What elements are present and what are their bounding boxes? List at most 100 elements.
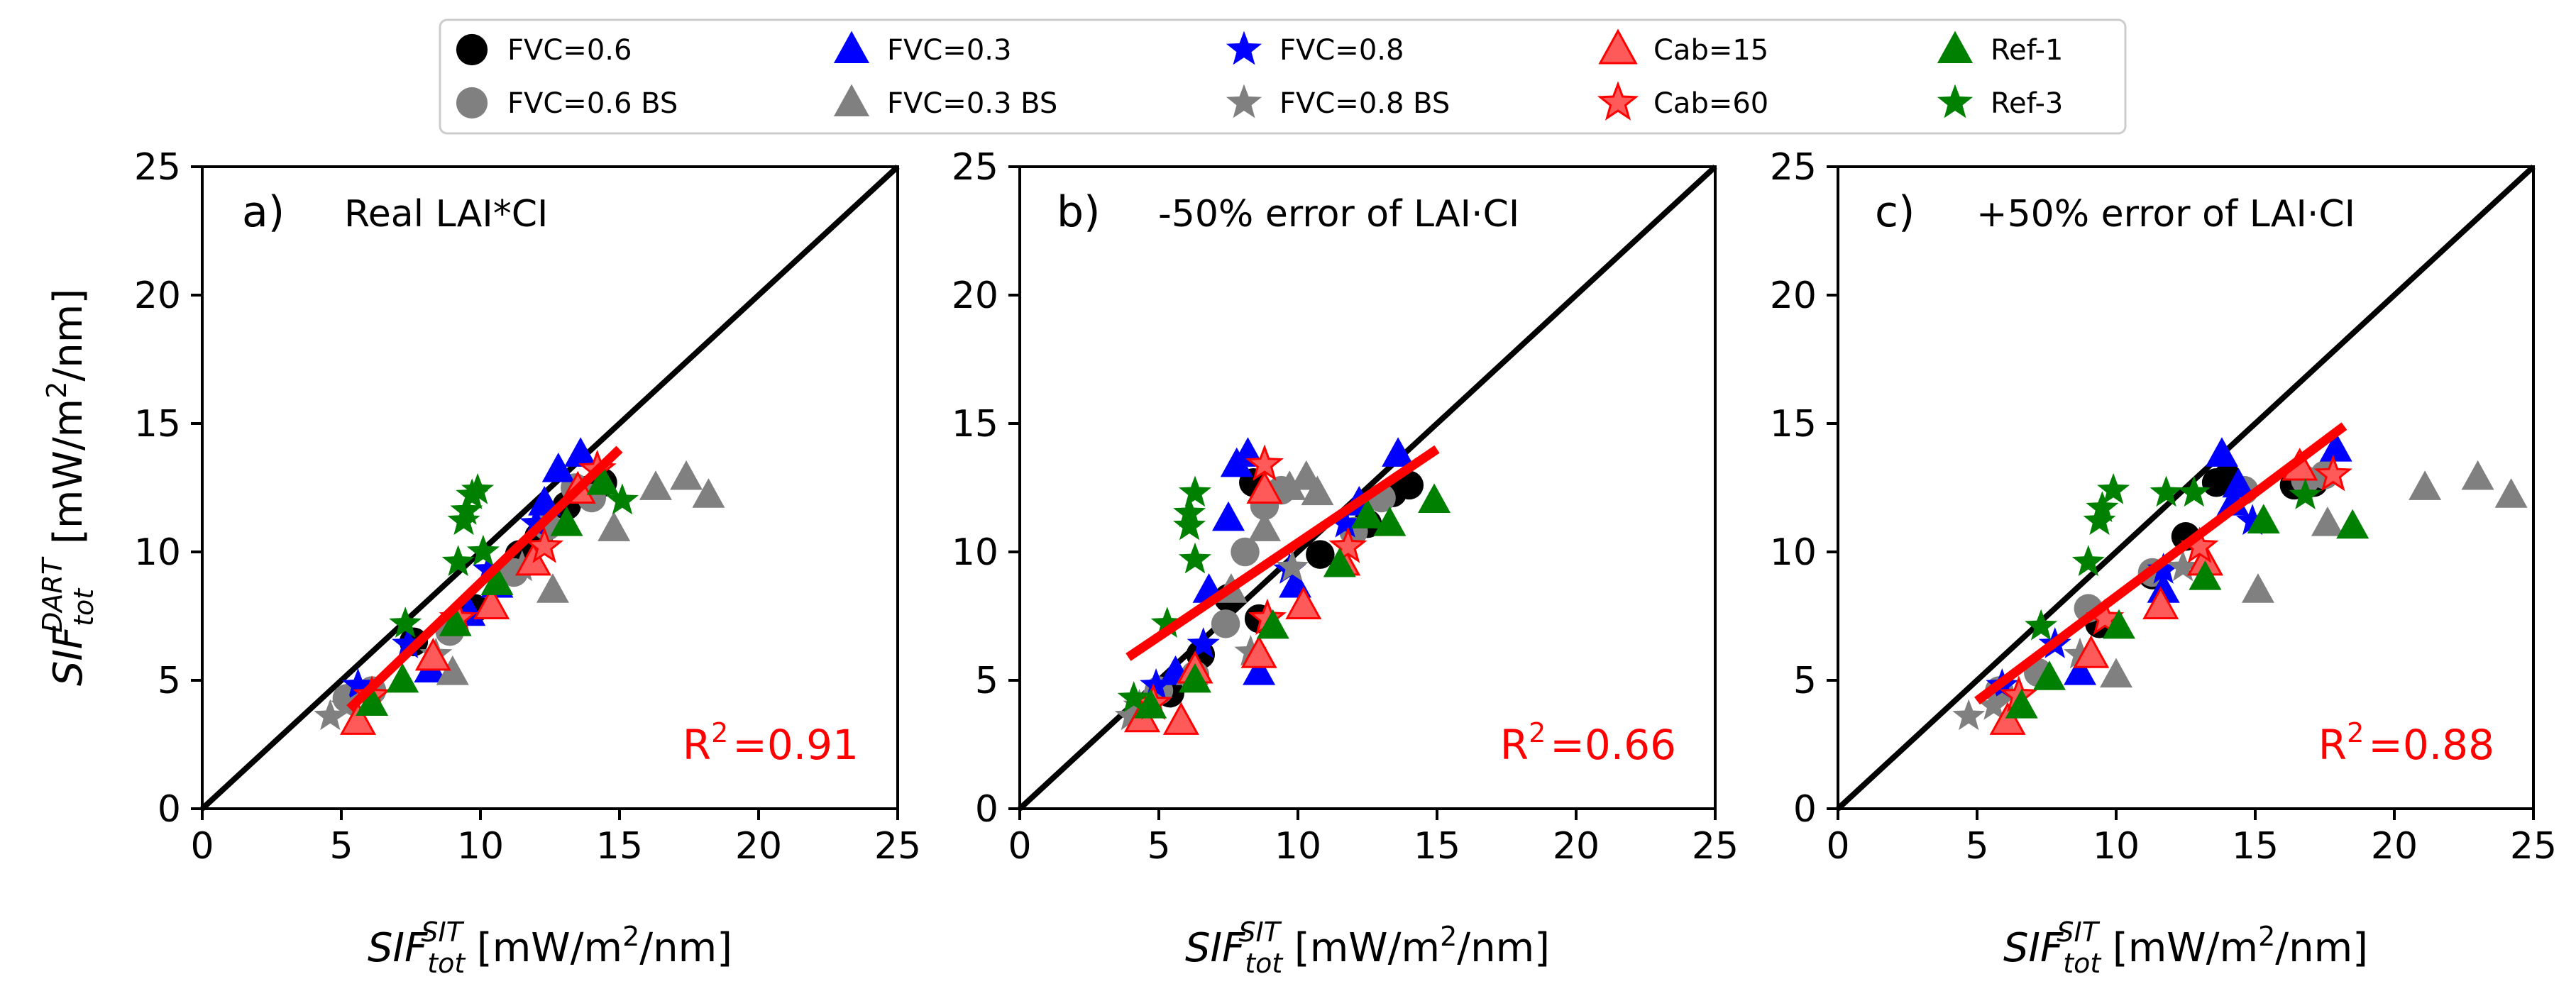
- legend-marker-fvc-0-6-bs: [456, 87, 488, 119]
- point-b-cab-15: [1162, 702, 1199, 735]
- legend-marker-fvc-0-8: [1226, 31, 1262, 65]
- point-b-ref-3: [1178, 542, 1211, 574]
- point-b-fvc-0-8: [1187, 627, 1220, 658]
- legend-marker-ref-1: [1937, 31, 1974, 64]
- x-tick-label: 20: [1553, 825, 1600, 868]
- point-c-ref-1: [2189, 560, 2222, 590]
- point-c-fvc-0-3-bs: [2311, 506, 2344, 536]
- point-a-ref-3: [389, 607, 422, 638]
- point-b-fvc-0-3: [1212, 501, 1245, 531]
- point-a-ref-1: [439, 607, 472, 636]
- legend-label-cab-60: Cab=60: [1653, 87, 1768, 120]
- point-c-fvc-0-3: [2147, 573, 2180, 603]
- y-tick-label: 15: [952, 403, 998, 446]
- point-a-ref-3: [605, 483, 639, 515]
- y-tick-label: 5: [975, 660, 998, 702]
- point-a-cab-15: [339, 702, 377, 735]
- point-b-fvc-0-8: [1140, 668, 1173, 699]
- point-b-cab-60: [1245, 444, 1284, 481]
- point-a-fvc-0-8-bs: [330, 689, 363, 720]
- panel-letter-b: b): [1057, 187, 1101, 237]
- point-b-ref-1: [1373, 506, 1407, 536]
- legend-label-ref-1: Ref-1: [1991, 34, 2063, 67]
- point-a-ref-1: [386, 663, 419, 693]
- y-tick-label: 10: [1770, 531, 1817, 574]
- panel-letter-a: a): [242, 187, 285, 237]
- legend-marker-fvc-0-3: [833, 31, 870, 64]
- x-tick-label: 15: [2232, 825, 2279, 868]
- point-c-ref-3: [2289, 478, 2322, 509]
- panel-letter-c: c): [1875, 187, 1915, 237]
- x-axis-label-a: SIFtotSIT [mW/m2/nm]: [368, 917, 732, 979]
- point-b-fvc-0-3-bs: [1273, 470, 1306, 500]
- point-c-ref-3: [2086, 491, 2119, 522]
- point-b-fvc-0-8: [1328, 507, 1362, 538]
- point-c-ref-3: [2083, 504, 2116, 536]
- point-c-ref-3: [2025, 609, 2058, 641]
- panel-title-a: Real LAI*CI: [344, 193, 548, 236]
- x-tick-label: 0: [1826, 825, 1849, 868]
- legend-marker-fvc-0-8-bs: [1226, 84, 1262, 118]
- point-a-fvc-0-3-bs: [670, 460, 703, 490]
- point-a-fvc-0-3-bs: [692, 478, 725, 508]
- x-tick-label: 20: [735, 825, 782, 868]
- point-c-cab-15: [1989, 702, 2026, 735]
- y-tick-label: 20: [1770, 275, 1817, 317]
- x-tick-label: 10: [457, 825, 504, 868]
- r2-annotation-a: R2 =0.91: [683, 717, 859, 769]
- point-b-ref-3: [1178, 475, 1211, 507]
- point-a-ref-3: [450, 493, 483, 525]
- point-c-fvc-0-8-bs: [2167, 550, 2200, 582]
- y-tick-label: 15: [134, 403, 181, 446]
- point-b-fvc-0-8-bs: [1276, 550, 1309, 582]
- points-a: [314, 437, 725, 735]
- point-b-ref-1: [1351, 499, 1384, 529]
- point-c-fvc-0-3-bs: [2409, 470, 2442, 500]
- point-c-ref-3: [2150, 475, 2183, 507]
- point-a-cab-15: [414, 638, 451, 671]
- one-to-one-line-a: [200, 165, 900, 811]
- point-c-ref-3: [2097, 472, 2130, 504]
- point-c-fvc-0-3-bs: [2241, 573, 2274, 603]
- legend-marker-ref-3: [1937, 84, 1974, 118]
- fit-line-c: [1974, 422, 2347, 705]
- y-tick-label: 0: [1793, 788, 1817, 831]
- y-tick-label: 10: [952, 531, 998, 574]
- point-b-ref-3: [1150, 607, 1184, 638]
- point-c-fvc-0-3: [2319, 432, 2352, 462]
- x-tick-label: 20: [2371, 825, 2418, 868]
- point-c-ref-1: [2005, 689, 2038, 719]
- point-c-fvc-0-3: [2222, 467, 2255, 498]
- point-a-cab-15: [473, 586, 510, 619]
- x-tick-label: 0: [190, 825, 214, 868]
- point-c-fvc-0-3: [2064, 655, 2097, 685]
- point-a-fvc-0-3: [564, 437, 598, 467]
- legend-label-fvc-0-3-bs: FVC=0.3 BS: [887, 87, 1057, 120]
- legend-marker-cab-60: [1597, 81, 1639, 121]
- point-a-cab-15: [514, 543, 552, 576]
- point-b-fvc-0-3: [1382, 437, 1415, 467]
- point-c-ref-3: [2177, 475, 2211, 507]
- panel-c: 0 5 10 15 20 25 0 5 10 15 20 25 c) +50% error of LA…: [1770, 146, 2557, 979]
- point-a-ref-1: [586, 465, 620, 495]
- point-a-fvc-0-3-bs: [536, 573, 569, 603]
- axis-ticks-c: 0 5 10 15 20 25 0 5 10 15 20 25: [1770, 146, 2557, 868]
- points-b: [1114, 437, 1451, 735]
- legend-label-fvc-0-8: FVC=0.8: [1279, 34, 1404, 67]
- panel-title-c: +50% error of LAI·CI: [1976, 193, 2355, 236]
- legend: FVC=0.6 FVC=0.6 BS FVC=0.3 FVC=0.3 BS FVC=0.…: [439, 18, 2127, 135]
- point-b-ref-1: [1323, 547, 1356, 577]
- fit-line-b: [1125, 445, 1440, 661]
- point-a-cab-60: [525, 526, 564, 563]
- y-tick-label: 10: [134, 531, 181, 574]
- point-c-ref-3: [2071, 545, 2105, 577]
- y-tick-label: 15: [1770, 403, 1817, 446]
- x-axis-label-c: SIFtotSIT [mW/m2/nm]: [2003, 917, 2368, 979]
- fit-line-a: [346, 446, 623, 712]
- point-a-ref-3: [466, 534, 500, 566]
- point-b-fvc-0-3-bs: [1301, 475, 1334, 506]
- point-a-fvc-0-3: [541, 452, 575, 482]
- point-b-fvc-0-3-bs: [1248, 511, 1281, 541]
- point-c-cab-60: [2313, 454, 2352, 492]
- axis-ticks-b: 0 5 10 15 20 25 0 5 10 15 20 25: [952, 146, 1739, 868]
